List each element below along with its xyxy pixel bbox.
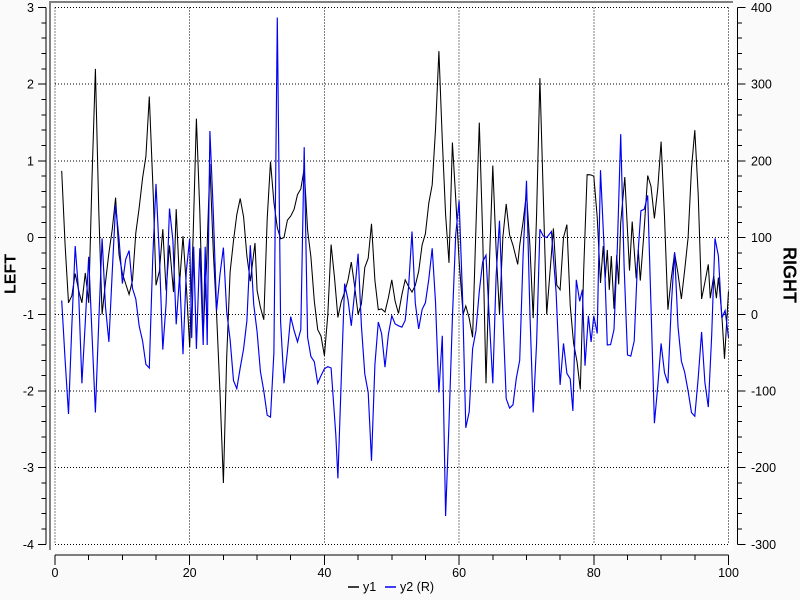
svg-text:200: 200 <box>751 154 772 168</box>
svg-text:RIGHT: RIGHT <box>780 247 800 303</box>
svg-text:-200: -200 <box>751 461 776 475</box>
svg-text:-100: -100 <box>751 385 776 399</box>
svg-text:0: 0 <box>751 308 758 322</box>
svg-text:1: 1 <box>27 154 34 168</box>
svg-text:60: 60 <box>452 566 466 580</box>
svg-text:80: 80 <box>587 566 601 580</box>
svg-text:0: 0 <box>52 566 59 580</box>
svg-text:400: 400 <box>751 1 772 15</box>
svg-text:y1: y1 <box>363 580 376 594</box>
svg-text:-4: -4 <box>23 538 34 552</box>
svg-text:100: 100 <box>718 566 739 580</box>
svg-text:100: 100 <box>751 231 772 245</box>
svg-text:3: 3 <box>27 1 34 15</box>
svg-text:2: 2 <box>27 78 34 92</box>
svg-text:-3: -3 <box>23 461 34 475</box>
svg-text:-2: -2 <box>23 385 34 399</box>
svg-text:-300: -300 <box>751 538 776 552</box>
svg-text:0: 0 <box>27 231 34 245</box>
svg-text:LEFT: LEFT <box>3 254 20 294</box>
svg-text:300: 300 <box>751 78 772 92</box>
svg-text:20: 20 <box>183 566 197 580</box>
svg-text:40: 40 <box>317 566 331 580</box>
svg-text:-1: -1 <box>23 308 34 322</box>
svg-text:y2 (R): y2 (R) <box>400 580 434 594</box>
